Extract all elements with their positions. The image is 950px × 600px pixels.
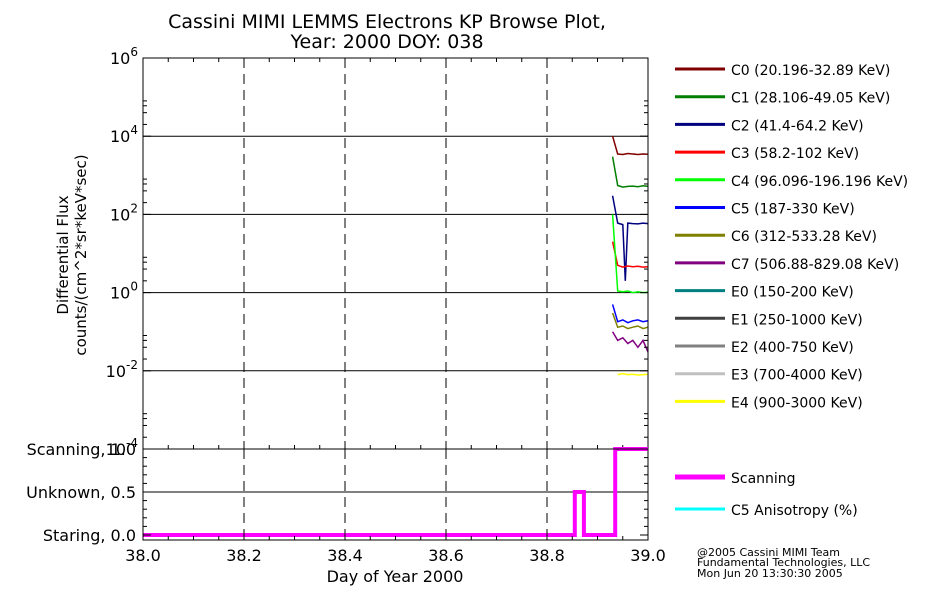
credit-line-3: Mon Jun 20 13:30:30 2005 [697,567,843,580]
scan-legend: Scanning C5 Anisotropy (%) [675,471,858,519]
x-tick-label: 38.6 [428,546,464,565]
flux-series-line-6 [611,312,649,330]
x-tick-label: 38.8 [529,546,565,565]
flux-tick-label: 10-4 [106,436,138,459]
flux-series-line-4 [611,214,649,294]
flux-tick-label: 104 [110,123,138,146]
flux-series-line-5 [611,304,649,324]
scan-y-tick-label: Unknown, 0.5 [26,483,136,502]
flux-series-line-12 [617,372,649,376]
x-tick-label: 38.0 [125,546,161,565]
legend-label-5: C5 (187-330 KeV) [731,202,855,218]
y-axis-label-line2: counts/(cm^2*sr*keV*sec) [72,154,90,355]
chart-title: Cassini MIMI LEMMS Electrons KP Browse P… [168,11,606,33]
scan-series-group [143,447,648,537]
legend-label-8: E0 (150-200 KeV) [731,285,854,301]
legend-label-3: C3 (58.2-102 KeV) [731,146,859,162]
flux-series-line-2 [611,195,649,281]
scan-y-tick-label: Staring, 0.0 [43,526,136,545]
legend-label-7: C7 (506.88-829.08 KeV) [731,257,899,273]
scan-legend-label-1: C5 Anisotropy (%) [731,503,858,519]
legend-label-12: E4 (900-3000 KeV) [731,395,863,411]
legend-label-2: C2 (41.4-64.2 KeV) [731,118,864,134]
scan-series-line-0 [143,447,648,537]
scan-legend-label-0: Scanning [731,471,796,487]
flux-series-line-0 [611,135,649,156]
flux-series-line-7 [611,331,649,353]
flux-plot-frame [142,57,649,450]
flux-series-group [611,135,649,376]
chart-subtitle: Year: 2000 DOY: 038 [289,31,483,53]
flux-tick-label: 102 [110,201,138,224]
y-axis-label-line1: Differential Flux [54,195,72,314]
legend-label-9: E1 (250-1000 KeV) [731,312,863,328]
x-axis-label: Day of Year 2000 [327,567,464,586]
credit-line-2: Fundamental Technologies, LLC [697,556,870,569]
scan-ticks: Staring, 0.0 Unknown, 0.5 Scanning, 1.0 38.… [26,440,666,565]
flux-tick-label: 10-2 [106,358,138,381]
scan-y-tick-label: Scanning, 1.0 [27,440,136,459]
flux-ticks: 10-4 10-2 100 102 104 106 [106,45,649,459]
x-tick-label: 38.2 [226,546,262,565]
legend-label-1: C1 (28.106-49.05 KeV) [731,91,890,107]
legend-label-0: C0 (20.196-32.89 KeV) [731,63,890,79]
scan-grid [143,448,648,540]
legend-label-4: C4 (96.096-196.196 KeV) [731,174,908,190]
flux-series-line-1 [611,156,649,188]
flux-tick-label: 106 [110,45,138,68]
legend-label-10: E2 (400-750 KeV) [731,340,854,356]
flux-series-line-3 [611,241,649,268]
flux-legend: C0 (20.196-32.89 KeV) C1 (28.106-49.05 Ke… [675,63,908,411]
scan-plot-frame [142,448,649,541]
flux-grid [143,58,648,449]
x-tick-label: 38.4 [327,546,363,565]
credit-line-1: @2005 Cassini MIMI Team [697,546,840,559]
legend-label-11: E3 (700-4000 KeV) [731,368,863,384]
legend-label-6: C6 (312-533.28 KeV) [731,229,877,245]
flux-tick-label: 100 [110,280,138,303]
x-tick-label: 39.0 [630,546,666,565]
